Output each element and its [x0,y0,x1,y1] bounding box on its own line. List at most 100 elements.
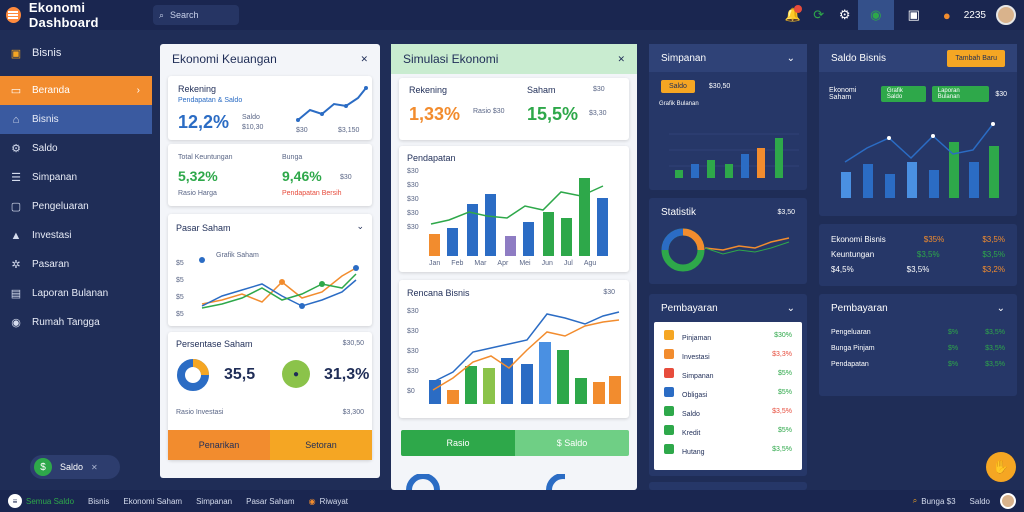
help-fab[interactable]: ✋ [986,452,1016,482]
top-balance: 2235 [963,9,986,21]
list-item[interactable]: Pinjaman $30% [664,326,792,345]
card-sub: $3,30 [589,110,607,117]
cell: $3,5% [982,235,1005,244]
sidebar-item-pasaran[interactable]: ✲ Pasaran [0,250,152,279]
card-sub: Pendapatan Bersih [282,190,342,197]
list-item[interactable]: Saldo $3,5% [664,402,792,421]
saldo-pill-label: Saldo [60,462,84,472]
cell: $3,5% [906,265,930,274]
check-icon [664,405,674,416]
sidebar-item-simpanan[interactable]: ☰ Simpanan [0,163,152,192]
tick-label: $30 [407,182,419,189]
sidebar-title-label: Bisnis [32,47,62,59]
sidebar-item-investasi[interactable]: ▲ Investasi [0,221,152,250]
bottom-item[interactable]: ◉ Riwayat [309,497,348,506]
chevron-down-icon[interactable]: ⌄ [786,52,795,64]
top-bar: Ekonomi Dashboard ⌕ Search 🔔 ⟳ ⚙ ◉ ▣ ● 2… [0,0,1024,30]
bottom-item[interactable]: Saldo [970,497,990,506]
panel-header: Ekonomi Keuangan ✕ [160,44,380,74]
app-logo[interactable]: Ekonomi Dashboard [0,0,150,30]
chevron-down-icon[interactable]: ⌄ [786,302,795,314]
coin-icon[interactable]: ● [942,7,951,23]
sidebar-item-label: Rumah Tangga [32,317,100,328]
tick-label: Mar [474,260,487,267]
search-icon: ⌕ [159,9,165,20]
saldo-button[interactable]: $ Saldo [515,430,629,456]
panel-title: Pembayaran [661,302,718,314]
bar-line-chart [429,311,621,404]
bottom-item-label: Bisnis [88,496,110,506]
y-axis: $5 $5 $5 $5 [176,260,184,318]
list-value: $30% [774,332,792,339]
panel-ekonomi-bisnis: Ekonomi Bisnis $35% $3,5% Keuntungan $3,… [819,224,1017,286]
clock-icon: ◉ [308,496,316,506]
bottom-item[interactable]: ≡ Semua Saldo [8,494,74,508]
panel-pembayaran: Pembayaran ⌄ Pinjaman $30% Investasi $3,3%… [649,294,807,476]
cell: $4,5% [831,265,854,274]
tick-label: $30 [407,328,419,335]
sidebar-item-rumah-tangga[interactable]: ◉ Rumah Tangga [0,308,152,337]
close-icon[interactable]: ✕ [360,53,368,64]
list-item[interactable]: Simpanan $5% [664,364,792,383]
bottom-item[interactable]: Bisnis [88,497,109,506]
saldo-pill[interactable]: $ Saldo ✕ [30,455,120,479]
bottom-item[interactable]: Ekonomi Saham [123,497,182,506]
chevron-down-icon[interactable]: ⌄ [356,221,364,231]
sidebar-title[interactable]: ▣ Bisnis [0,30,152,76]
tambah-baru-button[interactable]: Tambah Baru [947,49,1005,67]
avatar[interactable] [1000,493,1016,509]
panel-statistik: Statistik $3,50 [649,198,807,284]
table-title: Ekonomi Bisnis [831,235,886,244]
list-item[interactable]: Investasi $3,3% [664,345,792,364]
close-icon[interactable]: ✕ [617,53,625,64]
saldo-chip[interactable]: Saldo [661,80,695,93]
sidebar-item-laporan[interactable]: ▤ Laporan Bulanan [0,279,152,308]
card-label: Total Keuntungan [178,154,233,161]
chart-icon: ▲ [10,229,22,242]
rasio-button[interactable]: Rasio [401,430,515,456]
sidebar-item-saldo[interactable]: ⚙ Saldo [0,134,152,163]
sidebar-item-label: Pengeluaran [32,201,89,212]
globe-icon[interactable]: ◉ [857,0,894,30]
chart-title: Ekonomi Saham [829,87,857,101]
list-item[interactable]: Obligasi $5% [664,383,792,402]
avatar[interactable] [996,5,1016,25]
card-rekening-saham: Rekening Saham 1,33% Rasio $30 15,5% $30… [399,78,629,140]
list-item[interactable]: Kredit $5% [664,421,792,440]
setoran-button[interactable]: Setoran [270,430,372,460]
sidebar-item-bisnis[interactable]: ⌂ Bisnis [0,105,152,134]
bottom-item[interactable]: Simpanan [196,497,232,506]
sidebar-item-label: Simpanan [32,172,78,183]
bottom-item[interactable]: ⌕ Bunga $3 [913,496,956,506]
partial-donut-chart [406,474,565,490]
cell: $% [948,360,959,368]
hand-icon: ✋ [992,459,1010,474]
circle-icon: ◉ [11,317,21,329]
sidebar-item-pengeluaran[interactable]: ▢ Pengeluaran [0,192,152,221]
penarikan-button[interactable]: Penarikan [168,430,270,460]
bottom-item-label: Pasar Saham [246,496,295,506]
search-input[interactable]: ⌕ Search [153,5,239,25]
list-item[interactable]: Hutang $3,5% [664,440,792,459]
chevron-down-icon[interactable]: ⌄ [996,302,1005,314]
chart-title: Grafik Bulanan [659,101,699,107]
card-title: Persentase Saham [176,339,253,349]
close-icon[interactable]: ✕ [91,462,98,472]
card-title: Pendapatan [407,153,456,163]
cell: $% [948,328,959,336]
panel-title: Ekonomi Keuangan [172,52,277,66]
sidebar-item-label: Laporan Bulanan [32,288,109,299]
chip-grafik-saldo[interactable]: Grafik Saldo [880,86,926,102]
chevron-right-icon: › [136,85,140,96]
card-label: Saldo [242,114,260,121]
chip-laporan[interactable]: Laporan Bulanan [931,86,990,102]
bottom-item[interactable]: Pasar Saham [246,497,294,506]
gear-icon[interactable]: ⚙ [838,7,851,22]
bell-icon[interactable]: 🔔 [784,5,802,22]
refresh-icon[interactable]: ⟳ [813,7,825,22]
list-value: $5% [777,389,792,396]
window-icon[interactable]: ▣ [907,7,920,22]
wallet-icon: ▭ [10,85,22,97]
list-label: Pinjaman [682,334,712,342]
sidebar-item-beranda[interactable]: ▭ Beranda › [0,76,152,105]
